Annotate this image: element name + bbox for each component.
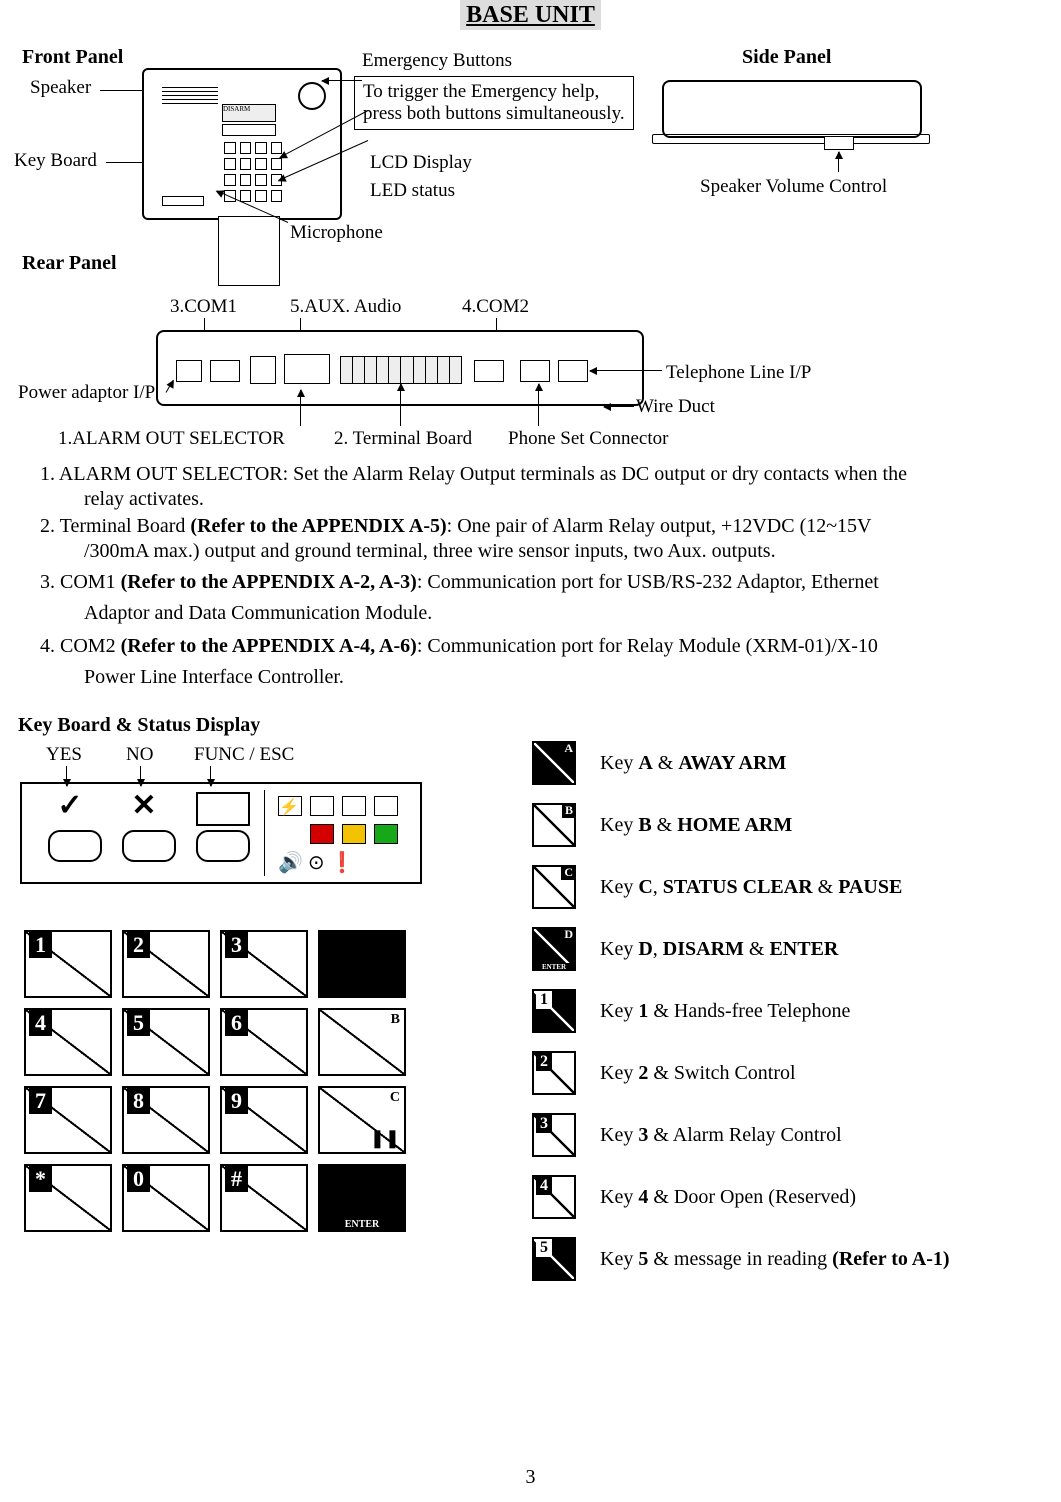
front-panel-diagram: DISARM	[142, 68, 342, 220]
keypad-grid: 123A 456B 789C❚❚ *0#DENTER	[24, 930, 406, 1232]
key-9: 9	[220, 1086, 308, 1154]
legend-row: CKey C, STATUS CLEAR & PAUSE	[532, 856, 950, 918]
rear-panel-heading: Rear Panel	[22, 252, 117, 275]
emg-label: Emergency Buttons	[362, 50, 512, 72]
key-0: 0	[122, 1164, 210, 1232]
pill-yes	[48, 830, 102, 862]
key-D: DENTER	[318, 1164, 406, 1232]
key-B: B	[318, 1008, 406, 1076]
phone-set-label: Phone Set Connector	[508, 428, 668, 450]
disarm-icon	[374, 796, 398, 816]
key-#: #	[220, 1164, 308, 1232]
led-yellow	[342, 824, 366, 844]
keypad-slide-icon	[218, 216, 280, 286]
yes-label: YES	[46, 744, 82, 766]
key-*: *	[24, 1164, 112, 1232]
lcd-icon: DISARM	[222, 104, 276, 122]
tip-box: To trigger the Emergency help,press both…	[354, 76, 634, 130]
front-panel-heading: Front Panel	[22, 46, 123, 69]
speaker-alarm-icon: 🔊 ⊙ ❗	[278, 850, 355, 875]
key-A: A	[318, 930, 406, 998]
side-panel-heading: Side Panel	[742, 46, 831, 69]
legend-row: 1Key 1 & Hands-free Telephone	[532, 980, 950, 1042]
legend-row: DENTERKey D, DISARM & ENTER	[532, 918, 950, 980]
status-panel: ✓ ✕ ⚡ 🔊 ⊙ ❗	[20, 782, 422, 884]
legend-row: BKey B & HOME ARM	[532, 794, 950, 856]
pill-no	[122, 830, 176, 862]
key-1: 1	[24, 930, 112, 998]
key-2: 2	[122, 930, 210, 998]
legend-row: 5Key 5 & message in reading (Refer to A-…	[532, 1228, 950, 1290]
home-icon	[342, 796, 366, 816]
lcd-label: LCD Display	[370, 152, 472, 174]
led-red	[310, 824, 334, 844]
led-label: LED status	[370, 180, 455, 202]
no-label: NO	[126, 744, 153, 766]
keyboard-status-heading: Key Board & Status Display	[18, 714, 260, 737]
away-icon	[310, 796, 334, 816]
key-5: 5	[122, 1008, 210, 1076]
key-7: 7	[24, 1086, 112, 1154]
pill-func	[196, 830, 250, 862]
com2-label: 4.COM2	[462, 296, 529, 318]
key-4: 4	[24, 1008, 112, 1076]
key-6: 6	[220, 1008, 308, 1076]
emergency-button-icon	[298, 82, 326, 110]
side-panel-diagram	[662, 80, 922, 138]
legend-row: 3Key 3 & Alarm Relay Control	[532, 1104, 950, 1166]
alarm-out-label: 1.ALARM OUT SELECTOR	[58, 428, 285, 450]
battery-icon: ⚡	[278, 796, 302, 816]
page-title: BASE UNIT	[0, 2, 1061, 29]
key-C: C❚❚	[318, 1086, 406, 1154]
tel-line-label: Telephone Line I/P	[666, 362, 811, 384]
led-green	[374, 824, 398, 844]
speaker-label: Speaker	[30, 77, 91, 99]
aux-label: 5.AUX. Audio	[290, 296, 401, 318]
mic-label: Microphone	[290, 222, 383, 244]
power-label: Power adaptor I/P	[18, 382, 155, 404]
com1-label: 3.COM1	[170, 296, 237, 318]
legend-row: AKey A & AWAY ARM	[532, 732, 950, 794]
folder-icon	[196, 792, 250, 826]
keyboard-label: Key Board	[14, 150, 97, 172]
wire-duct-label: Wire Duct	[636, 396, 715, 418]
body-list: 1. ALARM OUT SELECTOR: Set the Alarm Rel…	[40, 462, 1050, 690]
key-3: 3	[220, 930, 308, 998]
volume-label: Speaker Volume Control	[700, 176, 887, 198]
volume-control-icon	[824, 136, 854, 150]
legend-row: 4Key 4 & Door Open (Reserved)	[532, 1166, 950, 1228]
check-icon: ✓	[48, 788, 92, 823]
legend-row: 2Key 2 & Switch Control	[532, 1042, 950, 1104]
key-legend: AKey A & AWAY ARMBKey B & HOME ARMCKey C…	[532, 732, 950, 1290]
func-esc-label: FUNC / ESC	[194, 744, 294, 766]
key-8: 8	[122, 1086, 210, 1154]
terminal-board-label: 2. Terminal Board	[334, 428, 472, 450]
cross-icon: ✕	[122, 788, 166, 823]
page-number: 3	[0, 1466, 1061, 1489]
